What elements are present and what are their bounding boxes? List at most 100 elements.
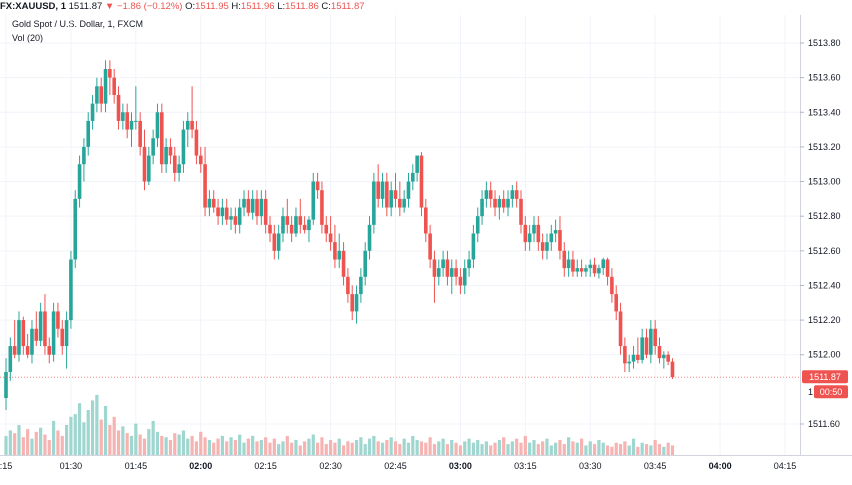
candle[interactable]: [588, 259, 593, 277]
candle[interactable]: [160, 103, 164, 173]
time-axis[interactable]: :15 01:30 01:45 02:00 02:15 02:30 02:45 03:00 03…: [0, 461, 796, 471]
candle[interactable]: [411, 164, 415, 191]
candle[interactable]: [510, 185, 515, 208]
candle[interactable]: [34, 311, 39, 347]
candle[interactable]: [51, 302, 56, 362]
candle[interactable]: [558, 216, 562, 260]
candle[interactable]: [562, 242, 567, 277]
candle[interactable]: [618, 302, 623, 355]
candle[interactable]: [64, 311, 69, 369]
candle[interactable]: [337, 233, 342, 269]
candle[interactable]: [532, 216, 536, 243]
candle[interactable]: [398, 181, 402, 217]
candle[interactable]: [636, 337, 640, 364]
candle[interactable]: [359, 268, 363, 303]
candle[interactable]: [536, 216, 541, 251]
candle[interactable]: [454, 259, 458, 286]
candle[interactable]: [545, 233, 549, 260]
candle[interactable]: [354, 285, 359, 324]
candle[interactable]: [423, 198, 428, 243]
candle[interactable]: [311, 172, 316, 225]
candle[interactable]: [86, 112, 91, 156]
candle[interactable]: [584, 264, 588, 277]
candle[interactable]: [12, 320, 17, 359]
candle[interactable]: [380, 172, 385, 208]
candle[interactable]: [428, 224, 432, 269]
candle[interactable]: [147, 146, 151, 186]
candle[interactable]: [90, 94, 95, 130]
candle[interactable]: [302, 216, 307, 234]
candle[interactable]: [181, 120, 186, 173]
candle[interactable]: [501, 190, 506, 213]
candle[interactable]: [95, 77, 99, 113]
candle[interactable]: [406, 172, 411, 208]
candle[interactable]: [246, 190, 251, 217]
candle[interactable]: [471, 224, 476, 269]
candle[interactable]: [393, 172, 398, 208]
candle[interactable]: [211, 190, 216, 213]
candle[interactable]: [549, 224, 554, 251]
candle[interactable]: [121, 103, 125, 130]
candle[interactable]: [134, 86, 138, 130]
candle[interactable]: [272, 224, 277, 260]
candle[interactable]: [458, 268, 463, 295]
candle[interactable]: [480, 190, 484, 225]
candle[interactable]: [216, 198, 220, 225]
candle[interactable]: [263, 190, 268, 234]
candle[interactable]: [194, 120, 199, 165]
candle[interactable]: [190, 86, 194, 139]
candle[interactable]: [350, 285, 355, 321]
candle[interactable]: [610, 268, 614, 303]
candle[interactable]: [125, 103, 129, 139]
candle[interactable]: [657, 337, 662, 364]
candle[interactable]: [445, 250, 450, 286]
candle[interactable]: [129, 112, 134, 147]
candle[interactable]: [449, 259, 454, 295]
candle[interactable]: [69, 250, 73, 329]
candle[interactable]: [571, 250, 575, 277]
candle[interactable]: [112, 68, 116, 104]
candle[interactable]: [467, 250, 471, 277]
candle[interactable]: [268, 216, 272, 243]
candle[interactable]: [328, 216, 333, 251]
candle[interactable]: [363, 242, 368, 286]
candle[interactable]: [38, 302, 43, 347]
candle[interactable]: [155, 103, 160, 147]
candle[interactable]: [597, 264, 601, 279]
candle[interactable]: [198, 146, 203, 173]
candle[interactable]: [4, 358, 8, 411]
candle[interactable]: [514, 181, 519, 208]
candle[interactable]: [346, 268, 350, 303]
candle[interactable]: [623, 337, 627, 373]
candle[interactable]: [56, 302, 60, 338]
candle[interactable]: [103, 60, 108, 113]
candle[interactable]: [389, 181, 393, 217]
candle[interactable]: [402, 190, 406, 213]
candle[interactable]: [73, 190, 78, 269]
candle[interactable]: [527, 224, 532, 251]
candle[interactable]: [47, 337, 52, 364]
candle[interactable]: [488, 181, 493, 208]
candle[interactable]: [666, 351, 670, 366]
candle[interactable]: [237, 198, 242, 234]
candle[interactable]: [185, 112, 190, 147]
candle[interactable]: [108, 60, 112, 95]
candle[interactable]: [17, 311, 21, 362]
candle[interactable]: [220, 198, 225, 225]
candle[interactable]: [259, 190, 264, 225]
candle[interactable]: [341, 242, 346, 286]
candle[interactable]: [324, 216, 329, 243]
candle[interactable]: [177, 155, 181, 182]
candle[interactable]: [333, 224, 337, 269]
candle[interactable]: [372, 172, 376, 234]
candle[interactable]: [99, 77, 104, 113]
candle[interactable]: [203, 146, 207, 217]
candle[interactable]: [376, 164, 380, 208]
candle[interactable]: [579, 259, 584, 277]
candle[interactable]: [605, 257, 610, 286]
candle[interactable]: [21, 316, 26, 355]
candle[interactable]: [307, 216, 311, 243]
candle[interactable]: [276, 224, 281, 260]
candles[interactable]: [4, 60, 675, 411]
